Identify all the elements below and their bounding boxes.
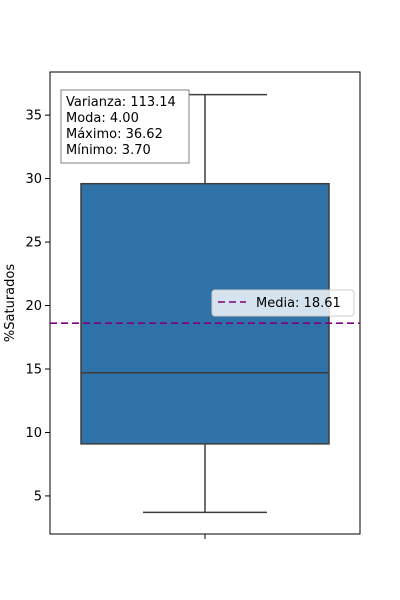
stats-moda: Moda: 4.00	[66, 111, 139, 126]
y-tick-label: 10	[25, 426, 42, 441]
legend-mean-label: Media: 18.61	[256, 296, 341, 311]
stats-varianza: Varianza: 113.14	[66, 95, 176, 110]
stats-maximo: Máximo: 36.62	[66, 127, 163, 142]
y-tick-label: 5	[34, 489, 42, 504]
stats-box: Varianza: 113.14 Moda: 4.00 Máximo: 36.6…	[60, 89, 190, 164]
y-axis-label: %Saturados	[3, 264, 18, 342]
stats-box-frame	[60, 89, 190, 164]
y-tick-label: 20	[25, 299, 42, 314]
y-tick-label: 15	[25, 363, 42, 378]
legend-frame	[211, 289, 355, 317]
y-tick-label: 25	[25, 236, 42, 251]
y-axis-ticks: 5 10 15 20 25 30 35	[25, 109, 50, 504]
stats-minimo: Mínimo: 3.70	[66, 143, 151, 158]
legend: Media: 18.61	[211, 289, 355, 317]
y-tick-label: 30	[25, 172, 42, 187]
y-tick-label: 35	[25, 109, 42, 124]
